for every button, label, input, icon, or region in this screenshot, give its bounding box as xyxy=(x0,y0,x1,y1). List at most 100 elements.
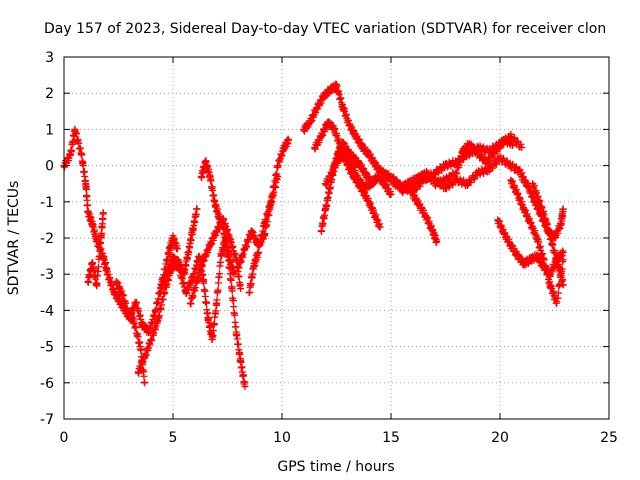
series-track-2 xyxy=(84,209,107,290)
y-tick-label: -2 xyxy=(40,231,54,247)
data-points xyxy=(60,80,567,390)
data-point xyxy=(217,258,225,266)
data-point xyxy=(412,185,420,193)
series-track-13 xyxy=(317,138,378,235)
data-point xyxy=(433,238,441,246)
data-point xyxy=(225,256,233,264)
data-point xyxy=(212,307,220,315)
data-point xyxy=(236,350,244,358)
data-point xyxy=(237,285,245,293)
data-point xyxy=(470,143,478,151)
series-track-11 xyxy=(311,118,384,231)
data-point xyxy=(230,303,238,311)
data-point xyxy=(489,164,497,172)
data-point xyxy=(82,185,90,193)
x-tick-label: 5 xyxy=(169,430,178,446)
x-axis-label: GPS time / hours xyxy=(277,459,394,475)
data-point xyxy=(496,144,504,152)
y-tick-label: -5 xyxy=(40,340,54,356)
data-point xyxy=(463,181,471,189)
data-point xyxy=(207,177,215,185)
data-point xyxy=(213,296,221,304)
data-point xyxy=(78,151,86,159)
data-point xyxy=(274,172,282,180)
data-point xyxy=(443,163,451,171)
data-point xyxy=(543,220,551,228)
data-point xyxy=(214,286,222,294)
y-tick-label: 2 xyxy=(45,86,54,102)
data-point xyxy=(210,320,218,328)
y-tick-label: 0 xyxy=(45,159,54,175)
data-point xyxy=(509,140,517,148)
y-tick-label: -6 xyxy=(40,376,54,392)
data-point xyxy=(247,280,255,288)
series-track-9 xyxy=(245,172,282,297)
data-point xyxy=(540,256,548,264)
series-track-21 xyxy=(529,180,567,289)
data-point xyxy=(229,297,237,305)
data-point xyxy=(79,162,87,170)
y-tick-label: -3 xyxy=(40,267,54,283)
data-point xyxy=(489,153,497,161)
data-point xyxy=(95,263,103,271)
x-tick-label: 10 xyxy=(273,430,291,446)
data-point xyxy=(559,205,567,213)
data-point xyxy=(68,146,76,154)
data-point xyxy=(416,182,424,190)
x-tick-label: 15 xyxy=(382,430,400,446)
y-tick-label: 1 xyxy=(45,122,54,138)
data-point xyxy=(96,246,104,254)
data-point xyxy=(559,281,567,289)
data-point xyxy=(231,311,239,319)
data-point xyxy=(235,273,243,281)
series-track-7 xyxy=(197,157,249,390)
data-point xyxy=(268,198,276,206)
data-point xyxy=(140,372,148,380)
data-point xyxy=(193,205,201,213)
data-point xyxy=(141,379,149,387)
series-track-4 xyxy=(134,205,201,377)
data-point xyxy=(155,312,163,320)
data-point xyxy=(509,160,517,168)
data-point xyxy=(508,141,516,149)
series-track-1 xyxy=(60,125,149,387)
data-point xyxy=(554,289,562,297)
data-point xyxy=(511,134,519,142)
data-point xyxy=(228,287,236,295)
data-point xyxy=(507,130,515,138)
data-point xyxy=(559,256,567,264)
series-track-8 xyxy=(234,135,293,272)
data-point xyxy=(216,270,224,278)
data-point xyxy=(285,136,293,144)
y-tick-label: -7 xyxy=(40,412,54,428)
axis-ticks: 0 5 10 15 20 25 -7 -6 -5 -4 -3 -2 -1 0 1 2 3 xyxy=(40,50,618,446)
series-track-3 xyxy=(112,232,181,336)
y-axis-label: SDTVAR / TECUs xyxy=(6,181,22,296)
data-point xyxy=(200,279,208,287)
data-point xyxy=(239,372,247,380)
data-point xyxy=(518,144,526,151)
data-point xyxy=(93,279,101,287)
data-point xyxy=(202,299,210,307)
data-point xyxy=(392,176,400,184)
series-track-16 xyxy=(409,191,441,246)
data-point xyxy=(73,130,81,138)
data-point xyxy=(99,209,107,217)
data-point xyxy=(414,178,422,186)
data-point xyxy=(387,191,395,199)
data-point xyxy=(370,180,378,188)
data-point xyxy=(227,276,235,284)
data-point xyxy=(471,175,479,183)
data-point xyxy=(447,175,455,183)
data-point xyxy=(515,165,523,173)
y-tick-label: -1 xyxy=(40,195,54,211)
data-point xyxy=(559,248,567,256)
x-tick-label: 20 xyxy=(491,430,509,446)
y-tick-label: 3 xyxy=(45,50,54,66)
data-point xyxy=(220,223,228,231)
y-tick-label: -4 xyxy=(40,303,54,319)
data-point xyxy=(257,238,265,246)
series-track-17 xyxy=(431,134,517,190)
data-point xyxy=(96,252,104,260)
